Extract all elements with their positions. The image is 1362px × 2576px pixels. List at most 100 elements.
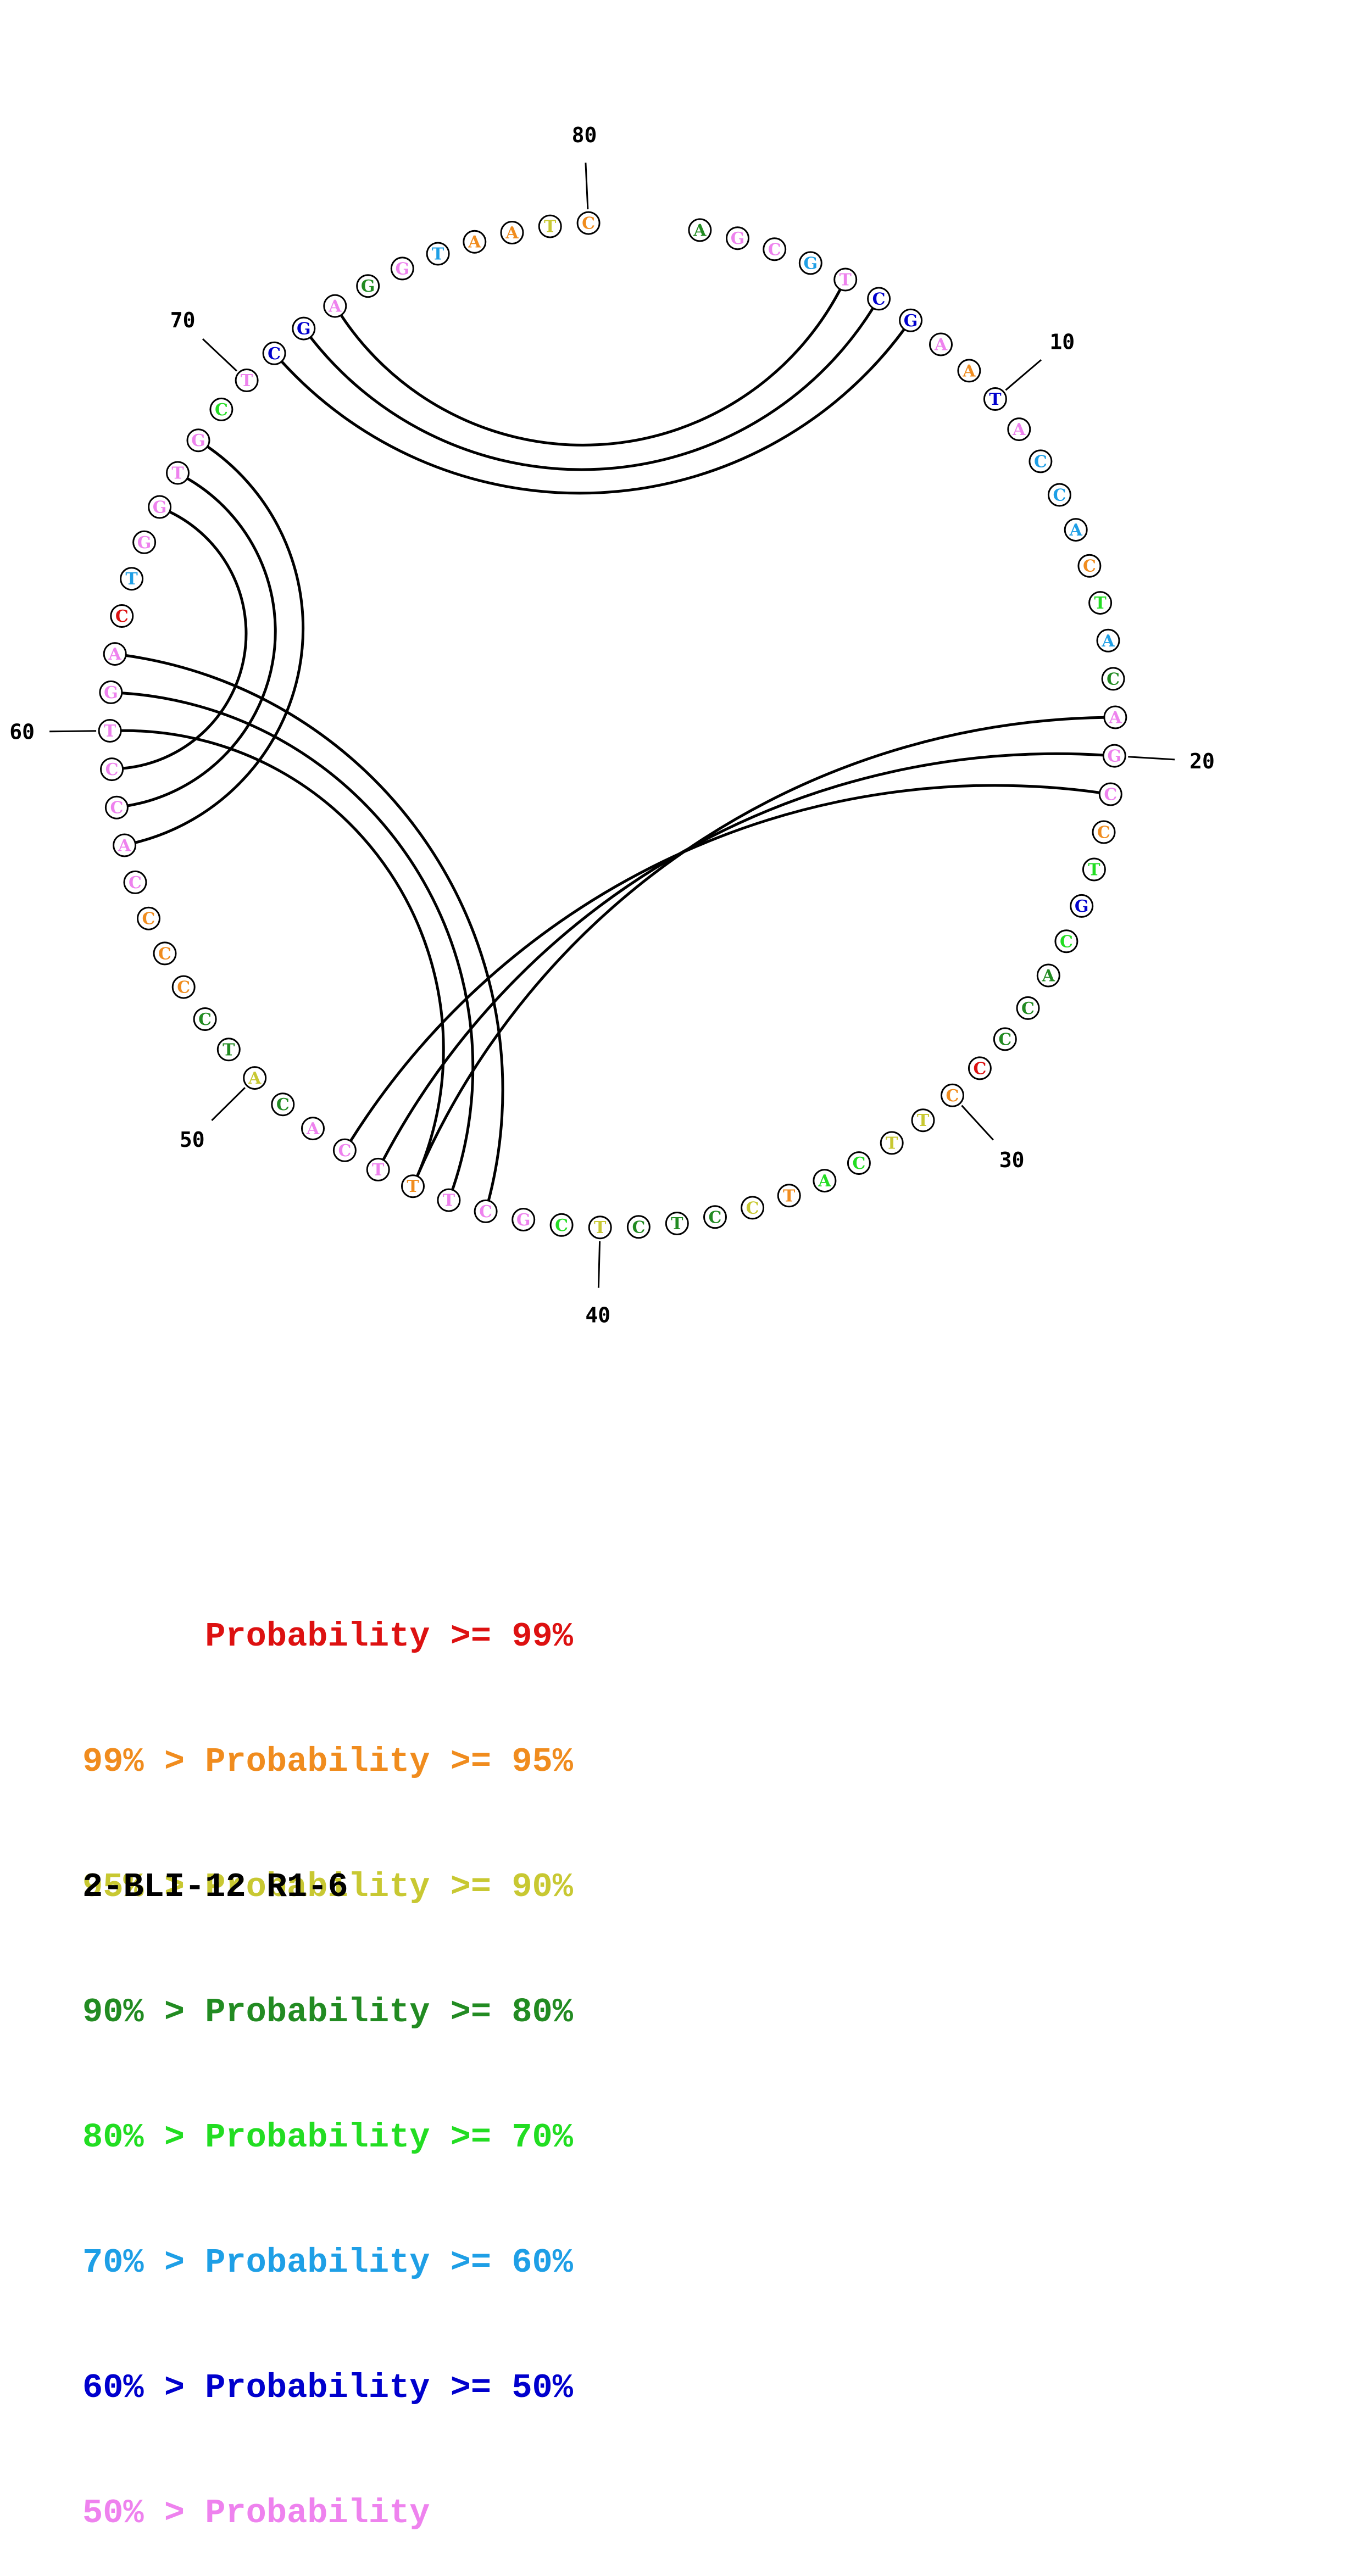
base-circle-66	[148, 495, 172, 519]
tick-line-70	[202, 338, 237, 372]
base-letter-5: T	[840, 271, 852, 290]
base-circle-53	[171, 975, 196, 999]
base-circle-42	[512, 1208, 536, 1231]
base-letter-66: G	[153, 498, 167, 517]
base-15: C	[1077, 554, 1102, 578]
base-24: G	[1070, 894, 1094, 918]
base-letter-24: G	[1075, 897, 1089, 916]
base-letter-41: C	[555, 1216, 568, 1235]
base-circle-7	[899, 308, 923, 332]
base-circle-6	[867, 287, 891, 311]
base-64: T	[120, 567, 144, 591]
pair-arc-57-68	[135, 445, 305, 844]
base-66: G	[148, 495, 172, 519]
base-letter-7: G	[904, 311, 918, 331]
base-57: A	[113, 833, 137, 857]
base-circle-68	[186, 428, 210, 453]
base-circle-51	[216, 1038, 241, 1062]
base-73: A	[323, 294, 347, 318]
base-letter-13: C	[1053, 486, 1066, 505]
base-letter-1: A	[693, 221, 707, 240]
base-36: C	[741, 1196, 765, 1220]
structure-caption: 2-BLI-12 R1-6	[82, 1867, 348, 1906]
base-65: G	[132, 530, 157, 554]
base-circle-63	[110, 604, 134, 628]
base-13: C	[1047, 483, 1071, 507]
base-10: T	[983, 387, 1007, 411]
base-63: C	[110, 604, 134, 628]
legend-row-60: 70% > Probability >= 60%	[82, 2243, 573, 2282]
base-circle-55	[137, 906, 160, 930]
pair-arc-62-43	[125, 654, 504, 1201]
base-41: C	[549, 1213, 574, 1237]
base-circle-74	[356, 274, 380, 298]
base-9: A	[957, 359, 981, 383]
base-letter-58: C	[110, 799, 123, 818]
base-letter-64: T	[125, 570, 138, 589]
base-21: C	[1098, 782, 1122, 806]
base-22: C	[1092, 820, 1116, 844]
base-circle-21	[1098, 782, 1122, 806]
base-letter-21: C	[1104, 785, 1117, 805]
legend-row-below-50: 50% > Probability	[82, 2494, 430, 2533]
base-circle-37	[703, 1205, 727, 1229]
legend-row-99: Probability >= 99%	[82, 1617, 573, 1656]
legend-row-50: 60% > Probability >= 50%	[82, 2368, 573, 2407]
base-76: T	[426, 242, 450, 266]
base-72: G	[292, 316, 316, 341]
base-60: T	[98, 719, 122, 743]
base-letter-79: T	[544, 218, 557, 237]
legend-row-90: 95% > Probability >= 90%	[82, 1867, 573, 1906]
base-circle-79	[538, 214, 562, 238]
base-letter-19: A	[1108, 709, 1122, 728]
base-circle-60	[98, 719, 122, 743]
base-letter-3: C	[768, 240, 781, 259]
base-40: T	[588, 1215, 612, 1240]
base-letter-37: C	[709, 1208, 722, 1227]
base-circle-75	[390, 257, 414, 281]
base-circle-15	[1077, 554, 1102, 578]
base-letter-60: T	[104, 722, 116, 741]
tick-line-10	[1005, 359, 1042, 391]
tick-line-60	[49, 730, 97, 733]
base-12: C	[1029, 449, 1053, 473]
base-letter-6: C	[872, 289, 886, 309]
base-5: T	[833, 267, 858, 292]
base-33: C	[847, 1151, 871, 1175]
base-39: C	[626, 1215, 651, 1239]
base-circle-34	[813, 1169, 837, 1193]
base-letter-23: T	[1088, 861, 1100, 880]
base-circle-61	[99, 680, 123, 704]
base-32: T	[880, 1131, 904, 1155]
base-69: C	[209, 397, 234, 421]
base-letter-78: A	[505, 224, 519, 243]
base-circle-45	[401, 1174, 425, 1198]
base-circle-70	[235, 369, 259, 392]
base-50: A	[243, 1066, 267, 1090]
base-letter-80: C	[582, 214, 595, 233]
base-26: A	[1036, 963, 1060, 988]
base-circle-49	[271, 1092, 295, 1117]
base-circle-48	[301, 1117, 325, 1141]
base-letter-36: C	[746, 1198, 759, 1218]
base-77: A	[463, 230, 487, 254]
base-letter-71: C	[268, 344, 281, 364]
base-letter-25: C	[1060, 932, 1073, 951]
pair-arc-7-71	[280, 328, 905, 495]
pair-arc-59-66	[123, 510, 248, 770]
base-circle-1	[688, 218, 712, 242]
position-ticks: 10 20 30 40 50 60 70 80	[9, 123, 1215, 1327]
base-letter-50: A	[248, 1069, 262, 1088]
base-circle-20	[1102, 744, 1126, 768]
base-circle-9	[957, 359, 981, 383]
base-letter-55: C	[142, 910, 155, 929]
base-circle-31	[911, 1108, 935, 1133]
base-letter-47: C	[338, 1141, 351, 1161]
base-80: C	[576, 211, 601, 235]
base-circle-52	[193, 1007, 217, 1031]
base-letter-17: A	[1101, 632, 1115, 651]
base-letter-4: G	[803, 254, 818, 273]
base-pair-arcs	[121, 288, 1104, 1201]
base-letter-15: C	[1083, 557, 1096, 576]
base-letter-69: C	[215, 400, 228, 420]
